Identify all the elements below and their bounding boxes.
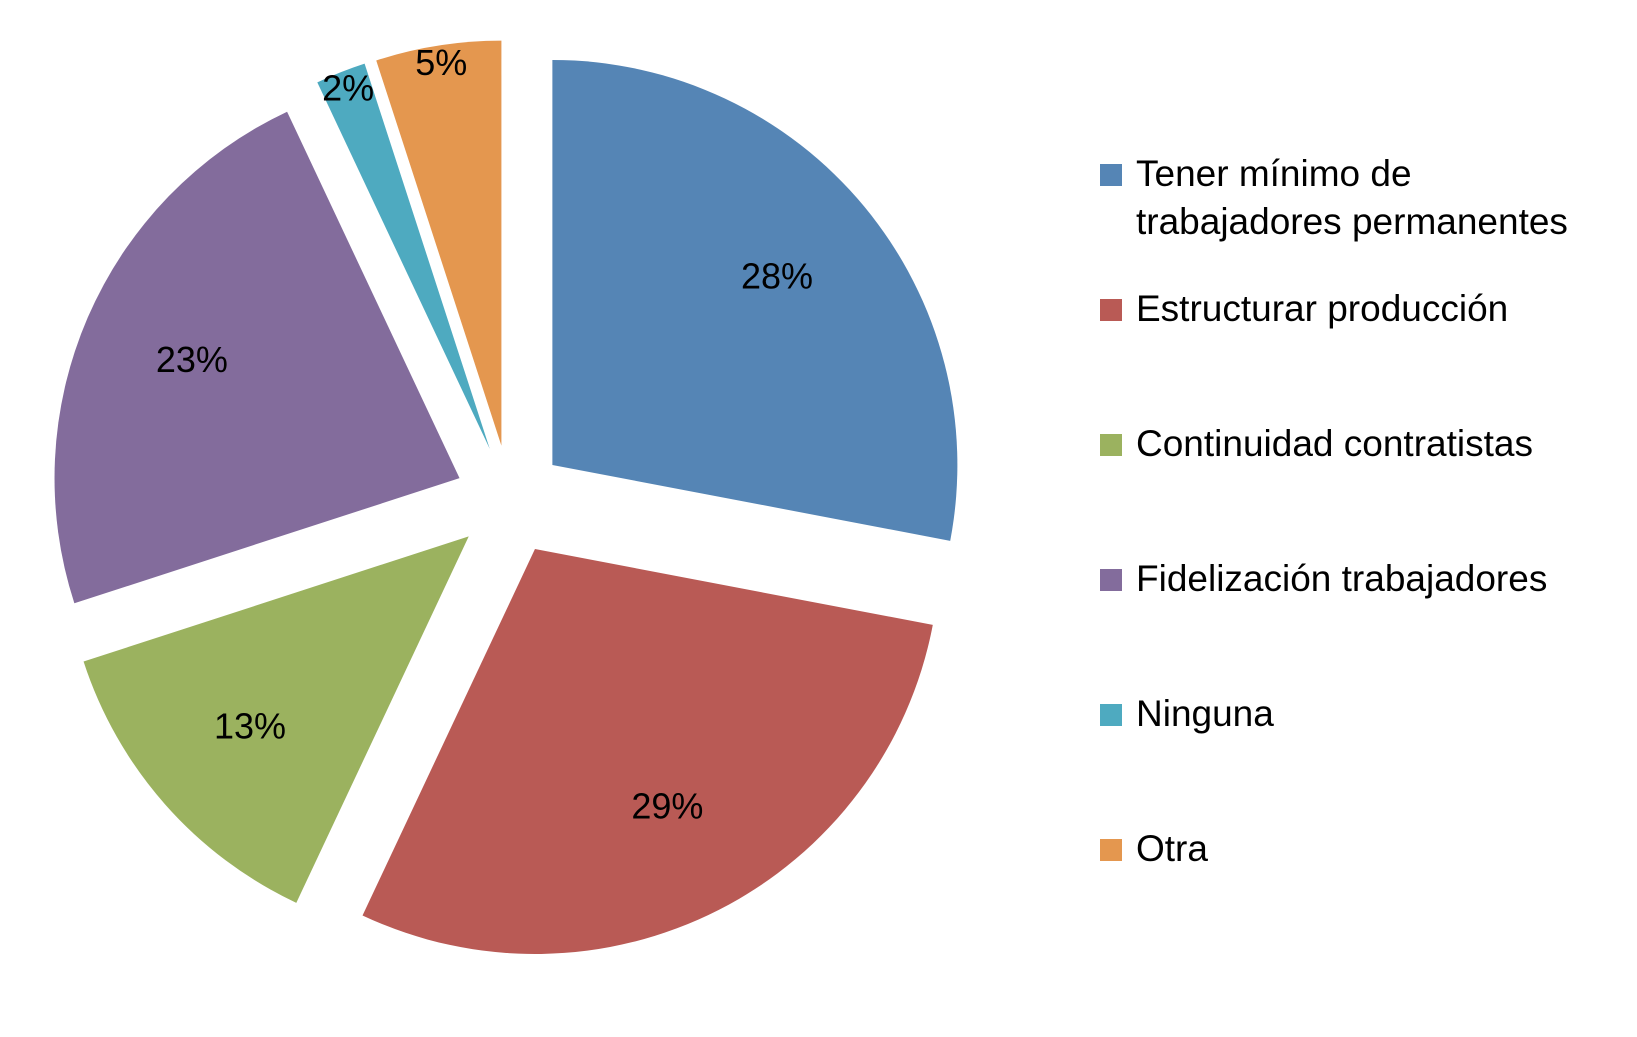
pie-slice [362, 549, 933, 955]
data-label: 29% [631, 785, 703, 826]
legend-swatch [1100, 434, 1122, 456]
legend-label: Tener mínimo de trabajadores permanentes [1136, 153, 1568, 242]
legend-label: Ninguna [1136, 693, 1274, 734]
pie-slice [376, 40, 502, 446]
legend-item: Estructurar producción [1100, 285, 1620, 420]
data-label: 5% [415, 42, 467, 83]
legend-swatch [1100, 839, 1122, 861]
legend-item: Fidelización trabajadores [1100, 555, 1620, 690]
legend: Tener mínimo de trabajadores permanentes… [1100, 150, 1620, 960]
legend-swatch [1100, 164, 1122, 186]
pie-slice [317, 63, 490, 449]
data-label: 28% [741, 256, 813, 297]
legend-item: Ninguna [1100, 690, 1620, 825]
legend-swatch [1100, 704, 1122, 726]
data-label: 2% [322, 68, 374, 109]
pie-slice [552, 59, 958, 541]
legend-item: Otra [1100, 825, 1620, 960]
data-label: 13% [214, 706, 286, 747]
legend-label: Otra [1136, 828, 1208, 869]
legend-swatch [1100, 299, 1122, 321]
legend-item: Continuidad contratistas [1100, 420, 1620, 555]
pie: 28% 29% 13% 23% 2% 5% [54, 40, 958, 955]
data-label: 23% [156, 339, 228, 380]
legend-label: Continuidad contratistas [1136, 423, 1533, 464]
legend-label: Fidelización trabajadores [1136, 558, 1548, 599]
legend-label: Estructurar producción [1136, 288, 1509, 329]
legend-item: Tener mínimo de trabajadores permanentes [1100, 150, 1620, 285]
legend-swatch [1100, 569, 1122, 591]
pie-slice [83, 536, 469, 903]
pie-slice [54, 111, 460, 604]
